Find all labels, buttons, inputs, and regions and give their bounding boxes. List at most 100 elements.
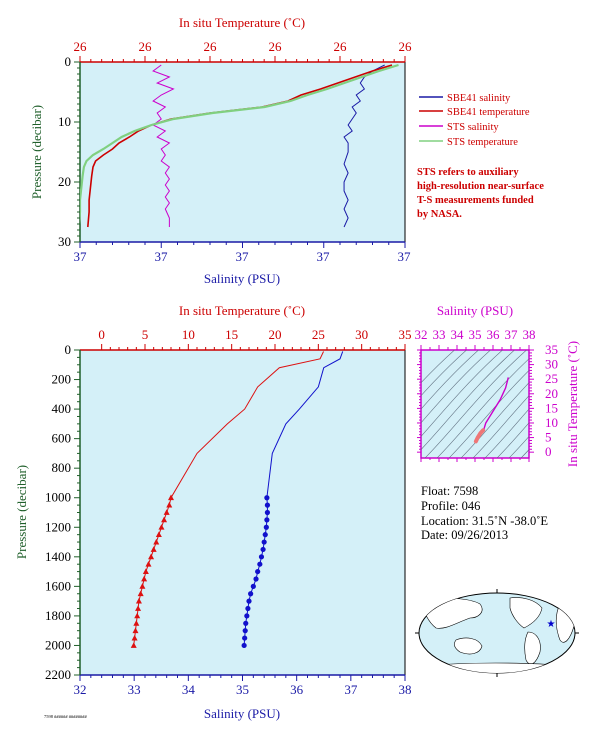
temperature-point <box>130 642 137 648</box>
salinity-point <box>264 509 271 516</box>
temp-tick-label: 25 <box>312 327 325 342</box>
pressure-tick-label: 600 <box>52 431 72 446</box>
salinity-point <box>243 620 249 626</box>
temperature-point <box>142 568 149 574</box>
salinity-point <box>262 532 268 538</box>
float-info: Float: 7598 Profile: 046 Location: 31.5˚… <box>421 484 548 542</box>
density-contour <box>421 350 504 437</box>
top-series-lines <box>80 63 399 228</box>
salinity-point <box>245 605 251 612</box>
pressure-tick-label: 2200 <box>45 667 71 682</box>
ts-axis-ticks <box>417 345 534 462</box>
float-location-marker: ★ <box>547 619 556 630</box>
pressure-tick-label: 1600 <box>45 578 71 593</box>
temp-tick-label: 20 <box>269 327 282 342</box>
top-temp-tick-label: 26 <box>269 39 283 54</box>
salinity-tick-label: 35 <box>236 682 249 697</box>
temperature-point <box>133 620 140 626</box>
salinity-point <box>263 524 269 530</box>
temperature-point <box>135 605 142 611</box>
temperature-point <box>168 494 174 501</box>
ts-temp-tick-label: 35 <box>545 342 558 357</box>
ts-sal-tick-label: 34 <box>451 327 465 342</box>
ts-sal-tick-label: 35 <box>469 327 482 342</box>
salinity-tick-label: 32 <box>74 682 87 697</box>
temperature-point <box>139 583 146 589</box>
temperature-point <box>153 538 160 545</box>
salinity-point <box>261 539 267 545</box>
legend-label-sts-temperature: STS temperature <box>447 137 518 148</box>
pressure-tick-label: 1000 <box>45 490 71 505</box>
top-sal-tick-label: 37 <box>398 249 412 264</box>
salinity-tick-label: 38 <box>399 682 412 697</box>
salinity-point <box>258 554 265 560</box>
ts-temp-tick-label: 0 <box>545 444 552 459</box>
ts-temp-tick-label: 30 <box>545 357 558 372</box>
temperature-point <box>166 501 173 508</box>
density-contour <box>436 358 529 458</box>
pressure-tick-label: 200 <box>52 372 72 387</box>
temp-tick-label: 0 <box>98 327 105 342</box>
landmass-antarctica <box>429 662 567 673</box>
ts-temp-axis-title: In situ Temperature (˚C) <box>565 341 580 467</box>
bottom-chart: 0 5 10 15 20 25 30 35 In situ Temperature (˚C) … <box>14 303 412 721</box>
temp-tick-label: 10 <box>182 327 195 342</box>
series-line-sbe41-salinity <box>343 64 385 228</box>
bottom-sal-tick-labels: 32 33 34 35 36 37 38 <box>74 682 412 697</box>
series-line-sbe41-temperature <box>87 64 393 228</box>
temperature-point <box>158 524 165 530</box>
ts-sal-tick-label: 33 <box>433 327 446 342</box>
bottom-sal-axis-title: Salinity (PSU) <box>204 706 280 721</box>
temperature-point <box>141 575 148 582</box>
bottom-temp-axis-title: In situ Temperature (˚C) <box>179 303 305 318</box>
landmass-north-america <box>509 597 543 629</box>
pressure-tick-label: 800 <box>52 460 72 475</box>
temperature-point <box>131 634 138 641</box>
salinity-point <box>264 517 270 523</box>
temperature-point <box>161 516 168 523</box>
temperature-point <box>155 531 162 538</box>
legend-label-sbe41-temperature: SBE41 temperature <box>447 107 530 118</box>
ts-temp-tick-label: 20 <box>545 386 558 401</box>
ts-temp-tick-label: 10 <box>545 415 558 430</box>
temp-tick-label: 5 <box>142 327 149 342</box>
ts-temp-tick-label: 25 <box>545 371 558 386</box>
ts-sal-tick-labels: 32 33 34 35 36 37 38 <box>415 327 536 342</box>
temp-tick-label: 35 <box>399 327 412 342</box>
bottom-pressure-axis-title: Pressure (decibar) <box>14 465 29 559</box>
top-temp-tick-labels: 26 26 26 26 26 26 <box>74 39 413 54</box>
top-temp-axis-title: In situ Temperature (˚C) <box>179 15 305 30</box>
date: Date: 09/26/2013 <box>421 528 508 542</box>
bottom-temp-tick-labels: 0 5 10 15 20 25 30 35 <box>98 327 411 342</box>
sts-note: STS refers to auxiliary high-resolution … <box>417 167 544 220</box>
profile-number: Profile: 046 <box>421 499 480 513</box>
location: Location: 31.5˚N -38.0˚E <box>421 514 548 528</box>
ts-temp-tick-label: 5 <box>545 430 552 445</box>
density-contour <box>496 422 529 458</box>
salinity-point <box>246 598 252 604</box>
pressure-tick-label: 20 <box>58 174 71 189</box>
temperature-point <box>148 553 155 560</box>
top-temp-tick-label: 26 <box>334 39 348 54</box>
density-contour <box>520 449 529 458</box>
density-contour <box>421 350 516 451</box>
top-plot-area <box>79 61 406 243</box>
landmass-australia <box>454 637 483 655</box>
density-contour <box>448 370 529 458</box>
series-line-sts-salinity <box>152 64 175 227</box>
series-line-sts-temperature <box>80 63 399 225</box>
top-sal-tick-label: 37 <box>74 249 88 264</box>
ts-diagram: 32 33 34 35 36 37 38 Salinity (PSU) 0510152025… <box>415 303 581 467</box>
salinity-point <box>242 628 248 634</box>
salinity-point <box>244 613 250 619</box>
salinity-point <box>250 583 256 589</box>
ts-density-contours <box>421 350 529 458</box>
ts-sal-tick-label: 36 <box>487 327 501 342</box>
top-pressure-axis-title: Pressure (decibar) <box>29 105 44 199</box>
salinity-tick-label: 36 <box>290 682 304 697</box>
pressure-tick-label: 400 <box>52 401 72 416</box>
sts-note-line: STS refers to auxiliary <box>417 167 519 178</box>
world-map: ★ <box>415 589 579 677</box>
salinity-point <box>260 546 266 553</box>
temperature-point <box>137 590 144 597</box>
